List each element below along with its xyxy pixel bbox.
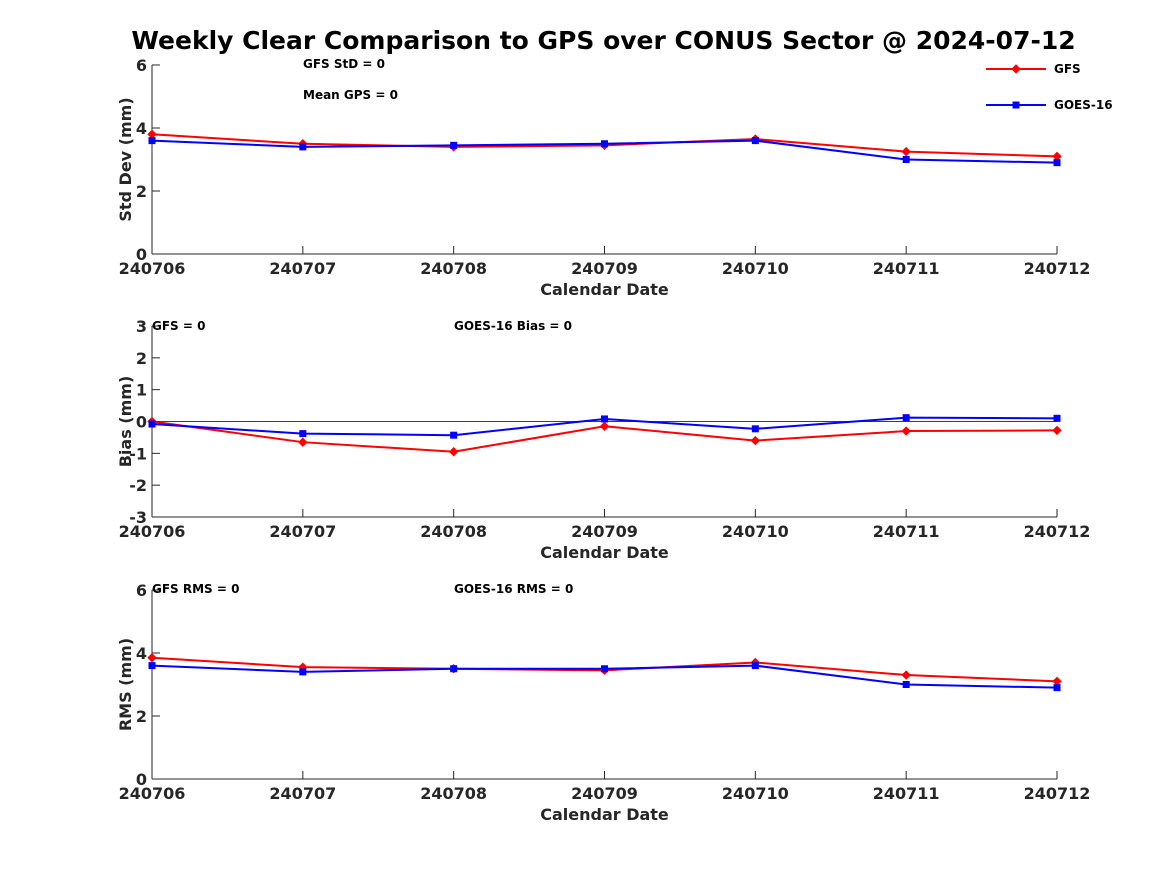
y-tick-label: 0 bbox=[136, 770, 147, 789]
y-tick-label: 2 bbox=[136, 707, 147, 726]
data-point-goes-16 bbox=[299, 143, 307, 151]
legend: GFS GOES-16 bbox=[986, 62, 1113, 112]
x-tick-label: 240709 bbox=[571, 522, 638, 541]
data-point-goes-16 bbox=[1053, 414, 1061, 422]
legend-marker bbox=[1011, 64, 1021, 74]
data-point-goes-16 bbox=[299, 430, 307, 438]
y-tick-label: 6 bbox=[136, 56, 147, 75]
annotation: Mean GPS = 0 bbox=[303, 88, 398, 102]
x-tick-label: 240708 bbox=[420, 522, 487, 541]
data-point-gfs bbox=[1052, 676, 1062, 687]
x-tick-label: 240707 bbox=[269, 522, 336, 541]
data-point-goes-16 bbox=[299, 668, 307, 676]
data-point-gfs bbox=[448, 447, 459, 457]
y-tick-label: 3 bbox=[136, 317, 147, 336]
annotation: GFS RMS = 0 bbox=[152, 582, 239, 596]
x-tick-label: 240706 bbox=[119, 259, 186, 278]
x-axis-title: Calendar Date bbox=[540, 805, 669, 824]
panel-bias: -3 -2 -1 0 1 2 3 240706 240707 240708 240709 240710… bbox=[116, 317, 1090, 562]
y-axis-title: RMS (mm) bbox=[116, 638, 135, 731]
y-axis-title: Std Dev (mm) bbox=[116, 97, 135, 221]
x-tick-label: 240709 bbox=[571, 784, 638, 803]
legend-marker bbox=[1012, 101, 1020, 109]
y-tick-label: 0 bbox=[136, 413, 147, 432]
data-point-goes-16 bbox=[601, 415, 608, 423]
data-point-gfs bbox=[599, 421, 610, 431]
annotation: GOES-16 RMS = 0 bbox=[454, 582, 573, 596]
page-title: Weekly Clear Comparison to GPS over CONU… bbox=[131, 26, 1076, 55]
data-point-goes-16 bbox=[902, 414, 910, 422]
x-tick-label: 240706 bbox=[119, 522, 186, 541]
y-tick-label: 4 bbox=[136, 644, 147, 663]
data-point-goes-16 bbox=[148, 662, 156, 670]
data-point-gfs bbox=[147, 653, 157, 663]
data-point-goes-16 bbox=[1053, 159, 1061, 167]
data-point-goes-16 bbox=[450, 141, 458, 149]
panel-rms: 0 2 4 6 240706 240707 240708 240709 240710 240711… bbox=[116, 581, 1090, 824]
data-point-gfs bbox=[750, 435, 761, 446]
x-tick-label: 240712 bbox=[1024, 259, 1091, 278]
data-point-goes-16 bbox=[601, 665, 608, 673]
annotation: GFS = 0 bbox=[152, 319, 205, 333]
annotation: GOES-16 Bias = 0 bbox=[454, 319, 572, 333]
x-tick-label: 240710 bbox=[722, 784, 789, 803]
data-point-goes-16 bbox=[902, 156, 910, 163]
data-point-goes-16 bbox=[450, 431, 458, 439]
x-tick-label: 240711 bbox=[873, 522, 940, 541]
y-tick-label: -3 bbox=[129, 508, 147, 527]
legend-label: GOES-16 bbox=[1054, 98, 1113, 112]
panel-std-dev: 0 2 4 6 240706 240707 240708 240709 240710 240711… bbox=[116, 56, 1090, 299]
data-point-goes-16 bbox=[751, 425, 759, 433]
x-tick-label: 240712 bbox=[1024, 784, 1091, 803]
x-tick-label: 240709 bbox=[571, 259, 638, 278]
x-tick-label: 240707 bbox=[269, 259, 336, 278]
y-tick-label: 4 bbox=[136, 119, 147, 138]
legend-label: GFS bbox=[1054, 62, 1081, 76]
data-point-goes-16 bbox=[450, 665, 458, 673]
x-tick-label: 240711 bbox=[873, 784, 940, 803]
x-axis-title: Calendar Date bbox=[540, 543, 669, 562]
data-point-goes-16 bbox=[148, 420, 156, 428]
y-tick-label: 2 bbox=[136, 182, 147, 201]
y-axis-title: Bias (mm) bbox=[116, 376, 135, 468]
y-tick-label: 0 bbox=[136, 245, 147, 264]
data-point-gfs bbox=[901, 670, 911, 680]
data-point-goes-16 bbox=[148, 137, 156, 145]
annotation: GFS StD = 0 bbox=[303, 57, 385, 71]
y-tick-label: 6 bbox=[136, 581, 147, 600]
y-tick-label: -1 bbox=[129, 444, 147, 463]
data-point-gfs bbox=[1052, 425, 1062, 436]
x-axis-title: Calendar Date bbox=[540, 280, 669, 299]
data-point-goes-16 bbox=[601, 140, 608, 148]
y-tick-label: -2 bbox=[129, 476, 147, 495]
x-tick-label: 240710 bbox=[722, 522, 789, 541]
data-point-gfs bbox=[298, 437, 308, 447]
x-tick-label: 240706 bbox=[119, 784, 186, 803]
x-tick-label: 240710 bbox=[722, 259, 789, 278]
data-point-gfs bbox=[901, 146, 911, 157]
x-tick-label: 240712 bbox=[1024, 522, 1091, 541]
data-point-goes-16 bbox=[751, 662, 759, 670]
y-tick-label: 2 bbox=[136, 349, 147, 368]
x-tick-label: 240708 bbox=[420, 784, 487, 803]
x-tick-label: 240711 bbox=[873, 259, 940, 278]
data-point-goes-16 bbox=[751, 137, 759, 145]
y-tick-label: 1 bbox=[136, 381, 147, 400]
data-point-gfs bbox=[901, 426, 911, 436]
data-point-goes-16 bbox=[1053, 684, 1061, 692]
x-tick-label: 240708 bbox=[420, 259, 487, 278]
data-point-goes-16 bbox=[902, 681, 910, 688]
x-tick-label: 240707 bbox=[269, 784, 336, 803]
